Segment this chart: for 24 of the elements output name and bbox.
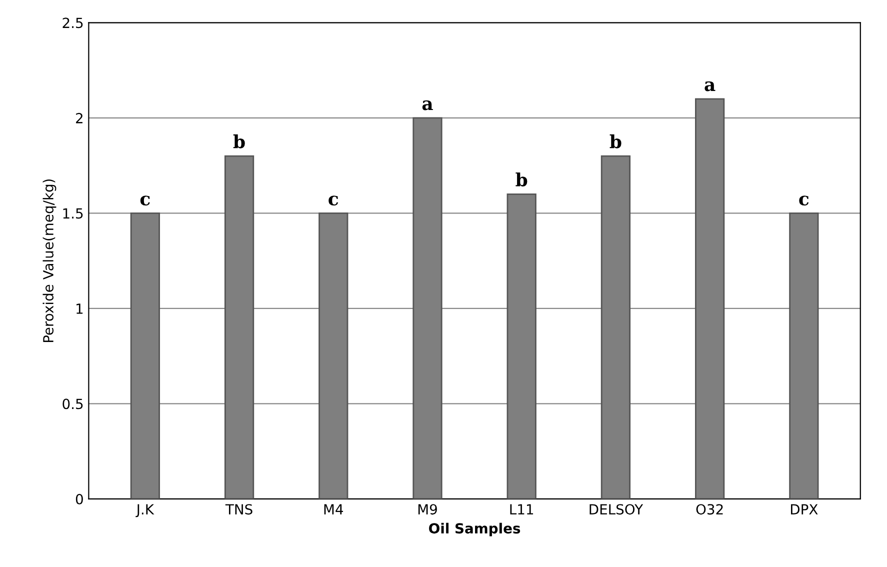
x-axis-title: Oil Samples (429, 522, 520, 536)
x-tick-label: TNS (225, 504, 252, 515)
annotation: b (233, 134, 245, 148)
y-tick-label: 2.5 (62, 18, 83, 28)
annotation: a (704, 81, 716, 92)
annotation: b (516, 172, 528, 186)
y-tick-label: 1 (76, 304, 83, 314)
y-tick-label: 1.5 (63, 208, 83, 219)
x-tick-label: M9 (418, 504, 437, 515)
x-tick-label: L11 (510, 504, 534, 514)
annotation: b (610, 134, 622, 148)
x-tick-label: O32 (696, 504, 723, 515)
annotation: a (422, 100, 433, 110)
x-tick-label: DELSOY (590, 504, 644, 515)
x-tick-label: DPX (790, 504, 818, 514)
annotation: c (328, 196, 338, 206)
x-tick-label: J.K (136, 504, 154, 518)
y-axis-title: Peroxide Value(meq/kg) (42, 179, 56, 342)
annotation: c (799, 196, 809, 206)
y-tick-label: 0.5 (62, 398, 83, 410)
x-tick-label: M4 (324, 504, 344, 514)
annotation: c (140, 196, 150, 206)
y-tick-label: 0 (76, 494, 83, 504)
y-tick-label: 2 (76, 112, 82, 124)
